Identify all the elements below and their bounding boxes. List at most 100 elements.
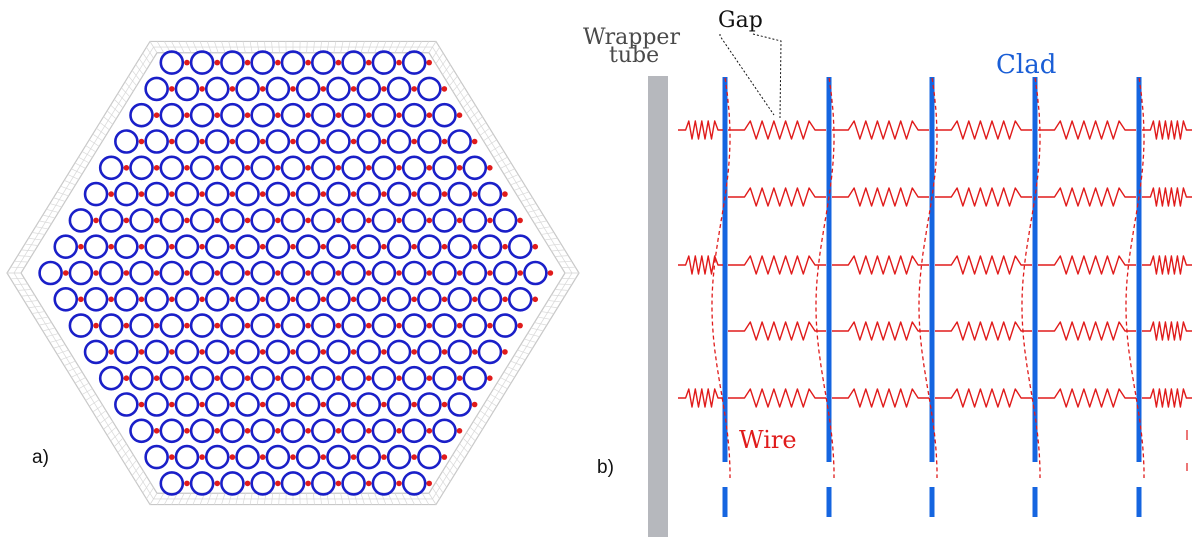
wrapper-mesh-line xyxy=(408,493,415,505)
fuel-pin xyxy=(83,339,109,365)
wire-spacer xyxy=(108,191,114,197)
fuel-pin xyxy=(174,234,200,259)
wrapper-mesh-line xyxy=(28,237,42,241)
wrapper-mesh-line xyxy=(360,493,365,505)
wrapper-mesh-line xyxy=(114,99,124,109)
wire-spacer xyxy=(214,480,221,487)
wire-spacer xyxy=(502,296,508,303)
wire-spacer xyxy=(471,138,478,145)
wrapper-mesh-line xyxy=(278,41,280,53)
fuel-pin xyxy=(159,418,185,444)
wrapper-mesh-line xyxy=(374,41,380,53)
wire-spacer xyxy=(547,270,554,276)
wrapper-mesh-line xyxy=(517,349,530,355)
wrapper-mesh-line xyxy=(442,64,451,75)
gap-spring xyxy=(832,388,929,408)
wrapper-mesh-line xyxy=(78,156,90,164)
wire-spacer xyxy=(244,375,251,382)
fuel-pin xyxy=(417,339,442,365)
wrapper-mesh-line xyxy=(387,41,394,53)
wrapper-mesh-line xyxy=(214,41,219,53)
wrapper-mesh-line xyxy=(256,493,260,505)
fuel-pin xyxy=(417,392,442,417)
wrapper-mesh-line xyxy=(185,41,192,53)
wire-spacer xyxy=(320,138,327,145)
wire-spacer xyxy=(411,454,418,460)
wrapper-mesh-line xyxy=(551,294,565,297)
wire-spacer xyxy=(411,138,418,145)
wrapper-mesh-line xyxy=(46,333,59,338)
fuel-pin xyxy=(326,234,351,259)
wire-spacer xyxy=(350,296,357,303)
fuel-pin xyxy=(220,313,245,338)
wire-spacer xyxy=(138,191,145,197)
wrapper-mesh-line xyxy=(128,75,137,87)
fuel-pin xyxy=(114,392,139,417)
wire-spacer xyxy=(411,349,418,355)
wrapper-mesh-line xyxy=(520,344,533,349)
wire-spacer xyxy=(259,86,266,92)
fuel-pin xyxy=(477,181,503,207)
fuel-pin xyxy=(220,208,245,233)
fuel-pin xyxy=(295,392,321,417)
wire-spacer xyxy=(350,454,357,460)
fuel-pin xyxy=(265,339,291,365)
fuel-pin xyxy=(250,208,276,233)
fuel-pin xyxy=(265,76,291,102)
fuel-pin xyxy=(356,392,382,417)
wrapper-mesh-line xyxy=(558,283,572,285)
fuel-pin xyxy=(341,471,366,496)
fuel-pin xyxy=(386,76,412,102)
wrapper-mesh-line xyxy=(56,349,69,355)
fuel-pin xyxy=(417,181,442,207)
wrapper-mesh-line xyxy=(96,410,107,419)
fuel-pin xyxy=(98,208,124,233)
fuel-pin xyxy=(356,286,382,312)
fuel-pin xyxy=(174,339,200,365)
wire-spacer xyxy=(123,270,130,276)
fuel-pin xyxy=(310,155,336,181)
wrapper-mesh-line xyxy=(387,493,394,505)
wire-spacer xyxy=(153,375,160,382)
wire-spacer xyxy=(471,401,478,408)
fuel-pin xyxy=(159,155,185,181)
fuel-pin xyxy=(356,76,382,102)
wrapper-mesh-line xyxy=(472,116,483,125)
wire-spacer xyxy=(229,454,236,460)
wrapper-mesh-line xyxy=(510,180,522,186)
wrapper-mesh-line xyxy=(78,382,90,390)
wire-spacer xyxy=(244,165,251,171)
wire-dashed-curve xyxy=(1021,77,1041,478)
wrapper-mesh-line xyxy=(469,110,480,120)
wrapper-mesh-line xyxy=(313,493,315,505)
wrapper-mesh-line xyxy=(214,493,219,505)
wire-spacer xyxy=(108,349,114,355)
fuel-pin xyxy=(144,339,169,365)
wrapper-mesh-line xyxy=(340,493,344,505)
fuel-pin xyxy=(432,155,457,181)
wire-spacer xyxy=(411,296,418,303)
fuel-pin xyxy=(371,50,397,75)
wrapper-mesh-line xyxy=(89,139,100,147)
wrapper-mesh-line xyxy=(49,338,62,343)
wire-spacer xyxy=(199,296,205,303)
wire-spacer xyxy=(502,349,508,355)
fuel-pin xyxy=(326,129,351,154)
fuel-pin xyxy=(235,286,260,312)
wire-spacer xyxy=(138,243,145,250)
gap-spring xyxy=(678,255,723,275)
fuel-pin xyxy=(68,260,94,286)
wrapper-mesh-line xyxy=(435,482,444,494)
wrapper-mesh-line xyxy=(500,162,512,169)
fuel-pin xyxy=(326,76,351,102)
wire-spacer xyxy=(426,375,433,382)
wire-spacer xyxy=(169,86,175,92)
wrapper-mesh-line xyxy=(459,93,469,103)
wire-spacer xyxy=(153,112,160,118)
wire-spacer xyxy=(290,138,296,145)
fuel-pin xyxy=(129,208,154,233)
wrapper-mesh-line xyxy=(249,41,253,53)
fuel-pin xyxy=(235,392,260,417)
wire-spacer xyxy=(275,217,281,224)
wrapper-mesh-line xyxy=(206,41,212,53)
